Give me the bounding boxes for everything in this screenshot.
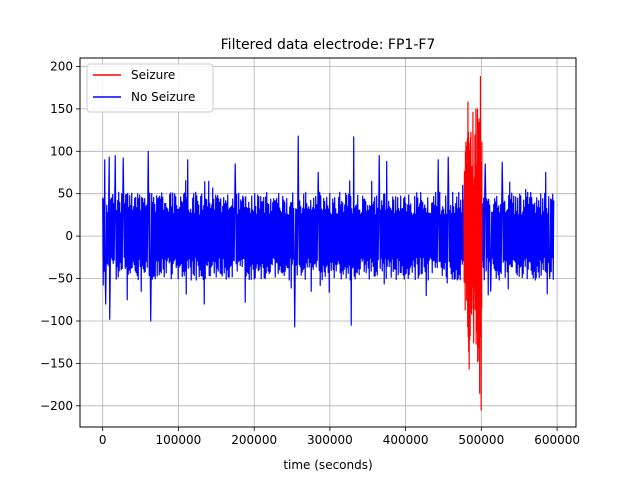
- y-tick-label: 50: [58, 187, 73, 201]
- series-line-seizure: [463, 76, 483, 411]
- y-tick-label: −50: [48, 272, 73, 286]
- legend-label-no-seizure: No Seizure: [131, 90, 195, 104]
- y-tick-label: −150: [40, 356, 73, 370]
- x-tick-label: 300000: [307, 433, 353, 447]
- x-tick-label: 100000: [155, 433, 201, 447]
- y-axis: 200 150 100 50 0 −50 −100 −150 −200: [40, 60, 80, 413]
- y-tick-label: 100: [50, 144, 73, 158]
- y-tick-label: 150: [50, 102, 73, 116]
- x-tick-label: 600000: [534, 433, 580, 447]
- y-tick-label: −100: [40, 314, 73, 328]
- x-tick-label: 400000: [383, 433, 429, 447]
- series-layer: [102, 76, 555, 411]
- chart-title: Filtered data electrode: FP1-F7: [221, 37, 436, 53]
- x-axis-label: time (seconds): [283, 458, 372, 472]
- legend: Seizure No Seizure: [86, 63, 214, 113]
- plot-frame: [79, 57, 577, 428]
- x-tick-label: 0: [99, 433, 107, 447]
- y-tick-label: −200: [40, 399, 73, 413]
- legend-label-seizure: Seizure: [131, 68, 175, 82]
- x-tick-label: 200000: [231, 433, 277, 447]
- x-axis: 0 100000 200000 300000 400000 500000 600000: [99, 427, 580, 447]
- legend-box: [86, 63, 214, 113]
- x-tick-label: 500000: [458, 433, 504, 447]
- y-tick-label: 0: [65, 229, 73, 243]
- y-tick-label: 200: [50, 60, 73, 74]
